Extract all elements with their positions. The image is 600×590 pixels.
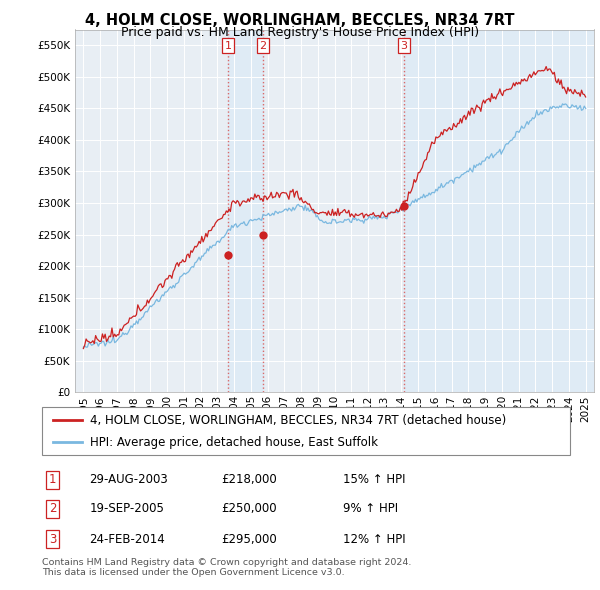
Text: HPI: Average price, detached house, East Suffolk: HPI: Average price, detached house, East…: [89, 436, 377, 449]
Text: 4, HOLM CLOSE, WORLINGHAM, BECCLES, NR34 7RT: 4, HOLM CLOSE, WORLINGHAM, BECCLES, NR34…: [85, 13, 515, 28]
Text: 9% ↑ HPI: 9% ↑ HPI: [343, 502, 398, 516]
Text: 3: 3: [49, 533, 56, 546]
Text: 2: 2: [259, 41, 266, 51]
Text: 4, HOLM CLOSE, WORLINGHAM, BECCLES, NR34 7RT (detached house): 4, HOLM CLOSE, WORLINGHAM, BECCLES, NR34…: [89, 414, 506, 427]
Text: Contains HM Land Registry data © Crown copyright and database right 2024.
This d: Contains HM Land Registry data © Crown c…: [42, 558, 412, 577]
Text: 2: 2: [49, 502, 56, 516]
Text: 15% ↑ HPI: 15% ↑ HPI: [343, 473, 406, 486]
Text: 12% ↑ HPI: 12% ↑ HPI: [343, 533, 406, 546]
Text: 29-AUG-2003: 29-AUG-2003: [89, 473, 168, 486]
Text: 1: 1: [225, 41, 232, 51]
Text: £295,000: £295,000: [221, 533, 277, 546]
Text: 24-FEB-2014: 24-FEB-2014: [89, 533, 165, 546]
Text: 1: 1: [49, 473, 56, 486]
FancyBboxPatch shape: [42, 407, 570, 455]
Bar: [404, 30, 594, 392]
Text: £250,000: £250,000: [221, 502, 277, 516]
Bar: [229, 30, 263, 392]
Text: 19-SEP-2005: 19-SEP-2005: [89, 502, 164, 516]
Text: Price paid vs. HM Land Registry's House Price Index (HPI): Price paid vs. HM Land Registry's House …: [121, 26, 479, 39]
Text: £218,000: £218,000: [221, 473, 277, 486]
Text: 3: 3: [400, 41, 407, 51]
